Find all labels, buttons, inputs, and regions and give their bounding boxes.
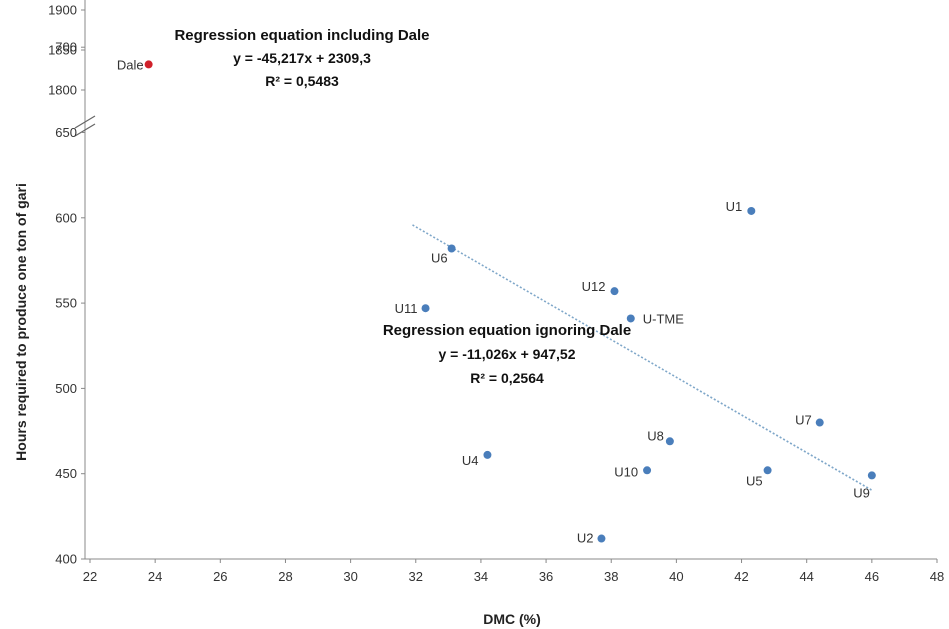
data-point-u7: [815, 418, 824, 427]
point-label-u12: U12: [582, 279, 606, 294]
point-label-u9: U9: [853, 485, 870, 500]
annotation-ignoring-equation: y = -11,026x + 947,52: [438, 346, 575, 362]
annotation-including-r2: R² = 0,5483: [265, 73, 339, 89]
x-tick-label: 28: [278, 569, 292, 584]
x-tick-label: 46: [865, 569, 879, 584]
y-tick-label: 1850: [48, 43, 77, 58]
axes: [74, 0, 938, 563]
x-tick-label: 22: [83, 569, 97, 584]
point-label-dale: Dale: [117, 57, 144, 72]
data-point-u5: [763, 466, 772, 475]
data-point-u-tme: [626, 314, 635, 323]
x-tick-label: 48: [930, 569, 944, 584]
data-point-u4: [483, 450, 492, 459]
y-tick-label: 1900: [48, 3, 77, 18]
data-point-u8: [665, 437, 674, 446]
annotation-ignoring-r2: R² = 0,2564: [470, 370, 544, 386]
axis-break-mark: [74, 123, 96, 137]
data-point-u12: [610, 287, 619, 296]
data-point-u9: [867, 471, 876, 480]
data-point-u6: [447, 244, 456, 253]
y-tick-label: 600: [55, 210, 77, 225]
x-tick-label: 32: [409, 569, 423, 584]
x-tick-label: 40: [669, 569, 683, 584]
x-tick-label: 44: [799, 569, 813, 584]
point-label-u8: U8: [647, 428, 664, 443]
point-label-u5: U5: [746, 473, 763, 488]
y-tick-label: 400: [55, 552, 77, 567]
x-tick-label: 38: [604, 569, 618, 584]
point-label-u-tme: U-TME: [643, 311, 684, 326]
annotation-including-title: Regression equation including Dale: [174, 27, 429, 44]
trendline: [412, 224, 873, 491]
annotation-including-equation: y = -45,217x + 2309,3: [233, 50, 371, 66]
data-point-u11: [421, 304, 430, 313]
data-point-u2: [597, 534, 606, 543]
tick-labels: 4004505005506006507007508008501800185019…: [48, 3, 944, 585]
x-tick-label: 34: [474, 569, 488, 584]
x-tick-label: 36: [539, 569, 553, 584]
y-tick-label: 450: [55, 466, 77, 481]
x-tick-label: 30: [343, 569, 357, 584]
point-label-u7: U7: [795, 413, 812, 428]
x-tick-label: 42: [734, 569, 748, 584]
y-tick-label: 700: [55, 40, 77, 55]
axis-break-mark: [74, 115, 96, 129]
y-tick-label: 500: [55, 381, 77, 396]
y-axis-title: Hours required to produce one ton of gar…: [13, 183, 29, 461]
x-tick-label: 26: [213, 569, 227, 584]
point-label-u1: U1: [726, 199, 743, 214]
data-point-u10: [643, 466, 652, 475]
x-axis-title: DMC (%): [483, 611, 541, 627]
y-tick-label: 650: [55, 125, 77, 140]
annotation-ignoring-title: Regression equation ignoring Dale: [383, 322, 631, 339]
point-label-u2: U2: [577, 531, 594, 546]
point-label-u6: U6: [431, 251, 448, 266]
data-point-dale: [144, 60, 153, 69]
y-tick-label: 1800: [48, 83, 77, 98]
point-label-u10: U10: [614, 464, 638, 479]
point-label-u11: U11: [395, 301, 418, 316]
data-point-u1: [747, 206, 756, 215]
y-tick-label: 550: [55, 296, 77, 311]
point-label-u4: U4: [462, 453, 479, 468]
x-tick-label: 24: [148, 569, 162, 584]
